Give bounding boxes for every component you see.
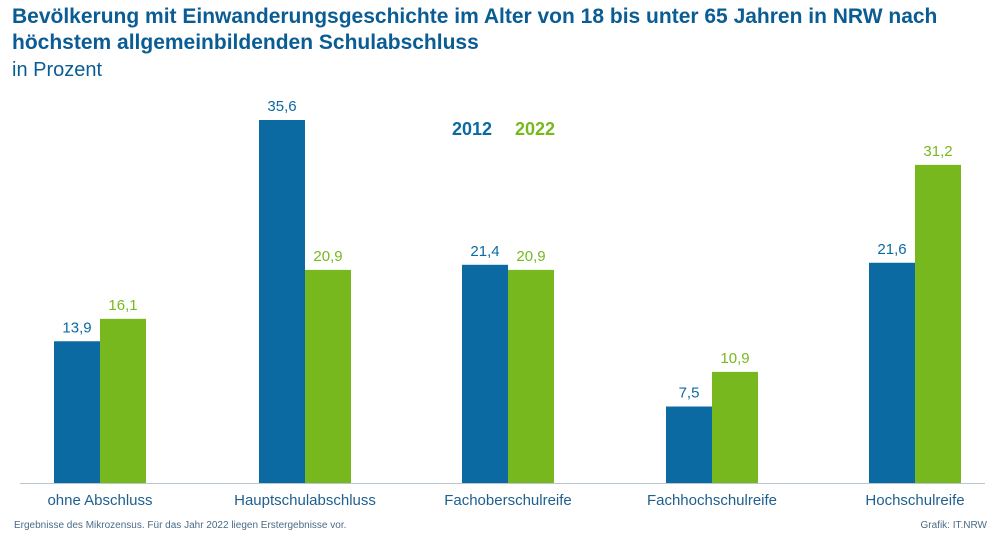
chart-subtitle: in Prozent bbox=[12, 59, 103, 81]
value-label-2022-3: 10,9 bbox=[720, 350, 749, 367]
value-label-2012-0: 13,9 bbox=[62, 319, 91, 336]
bar-2012-1 bbox=[259, 120, 305, 483]
category-label-2: Fachoberschulreife bbox=[444, 492, 572, 509]
bar-2022-1 bbox=[305, 269, 351, 483]
legend: 2012 2022 bbox=[452, 119, 555, 139]
value-label-2012-3: 7,5 bbox=[679, 385, 700, 402]
value-label-2022-0: 16,1 bbox=[108, 297, 137, 314]
category-label-4: Hochschulreife bbox=[865, 492, 964, 509]
value-labels-group: 13,9 16,1 35,6 20,9 21,4 20,9 7,5 10,9 21,6 31,2 bbox=[62, 98, 952, 402]
bar-2022-4 bbox=[915, 164, 961, 483]
legend-item-2022: 2022 bbox=[515, 119, 555, 139]
value-label-2022-2: 20,9 bbox=[516, 248, 545, 265]
bar-2012-0 bbox=[54, 341, 100, 483]
category-label-0: ohne Abschluss bbox=[47, 492, 152, 509]
bar-2012-4 bbox=[869, 262, 915, 483]
value-label-2012-4: 21,6 bbox=[877, 241, 906, 258]
bar-2012-2 bbox=[462, 264, 508, 483]
bars-group bbox=[54, 120, 961, 483]
value-label-2012-2: 21,4 bbox=[470, 243, 499, 260]
category-label-1: Hauptschulabschluss bbox=[234, 492, 376, 509]
value-label-2022-4: 31,2 bbox=[923, 143, 952, 160]
bar-2022-3 bbox=[712, 371, 758, 483]
bar-2022-2 bbox=[508, 269, 554, 483]
category-label-3: Fachhochschulreife bbox=[647, 492, 777, 509]
bar-2022-0 bbox=[100, 318, 146, 483]
chart-title: Bevölkerung mit Einwanderungsgeschichte … bbox=[12, 5, 938, 54]
footnote: Ergebnisse des Mikrozensus. Für das Jahr… bbox=[14, 520, 347, 531]
legend-item-2012: 2012 bbox=[452, 119, 492, 139]
bar-2012-3 bbox=[666, 406, 712, 483]
value-label-2022-1: 20,9 bbox=[313, 248, 342, 265]
value-label-2012-1: 35,6 bbox=[267, 98, 296, 115]
source-credit: Grafik: IT.NRW bbox=[920, 520, 987, 531]
category-labels-group: ohne Abschluss Hauptschulabschluss Fachobe… bbox=[47, 492, 964, 509]
